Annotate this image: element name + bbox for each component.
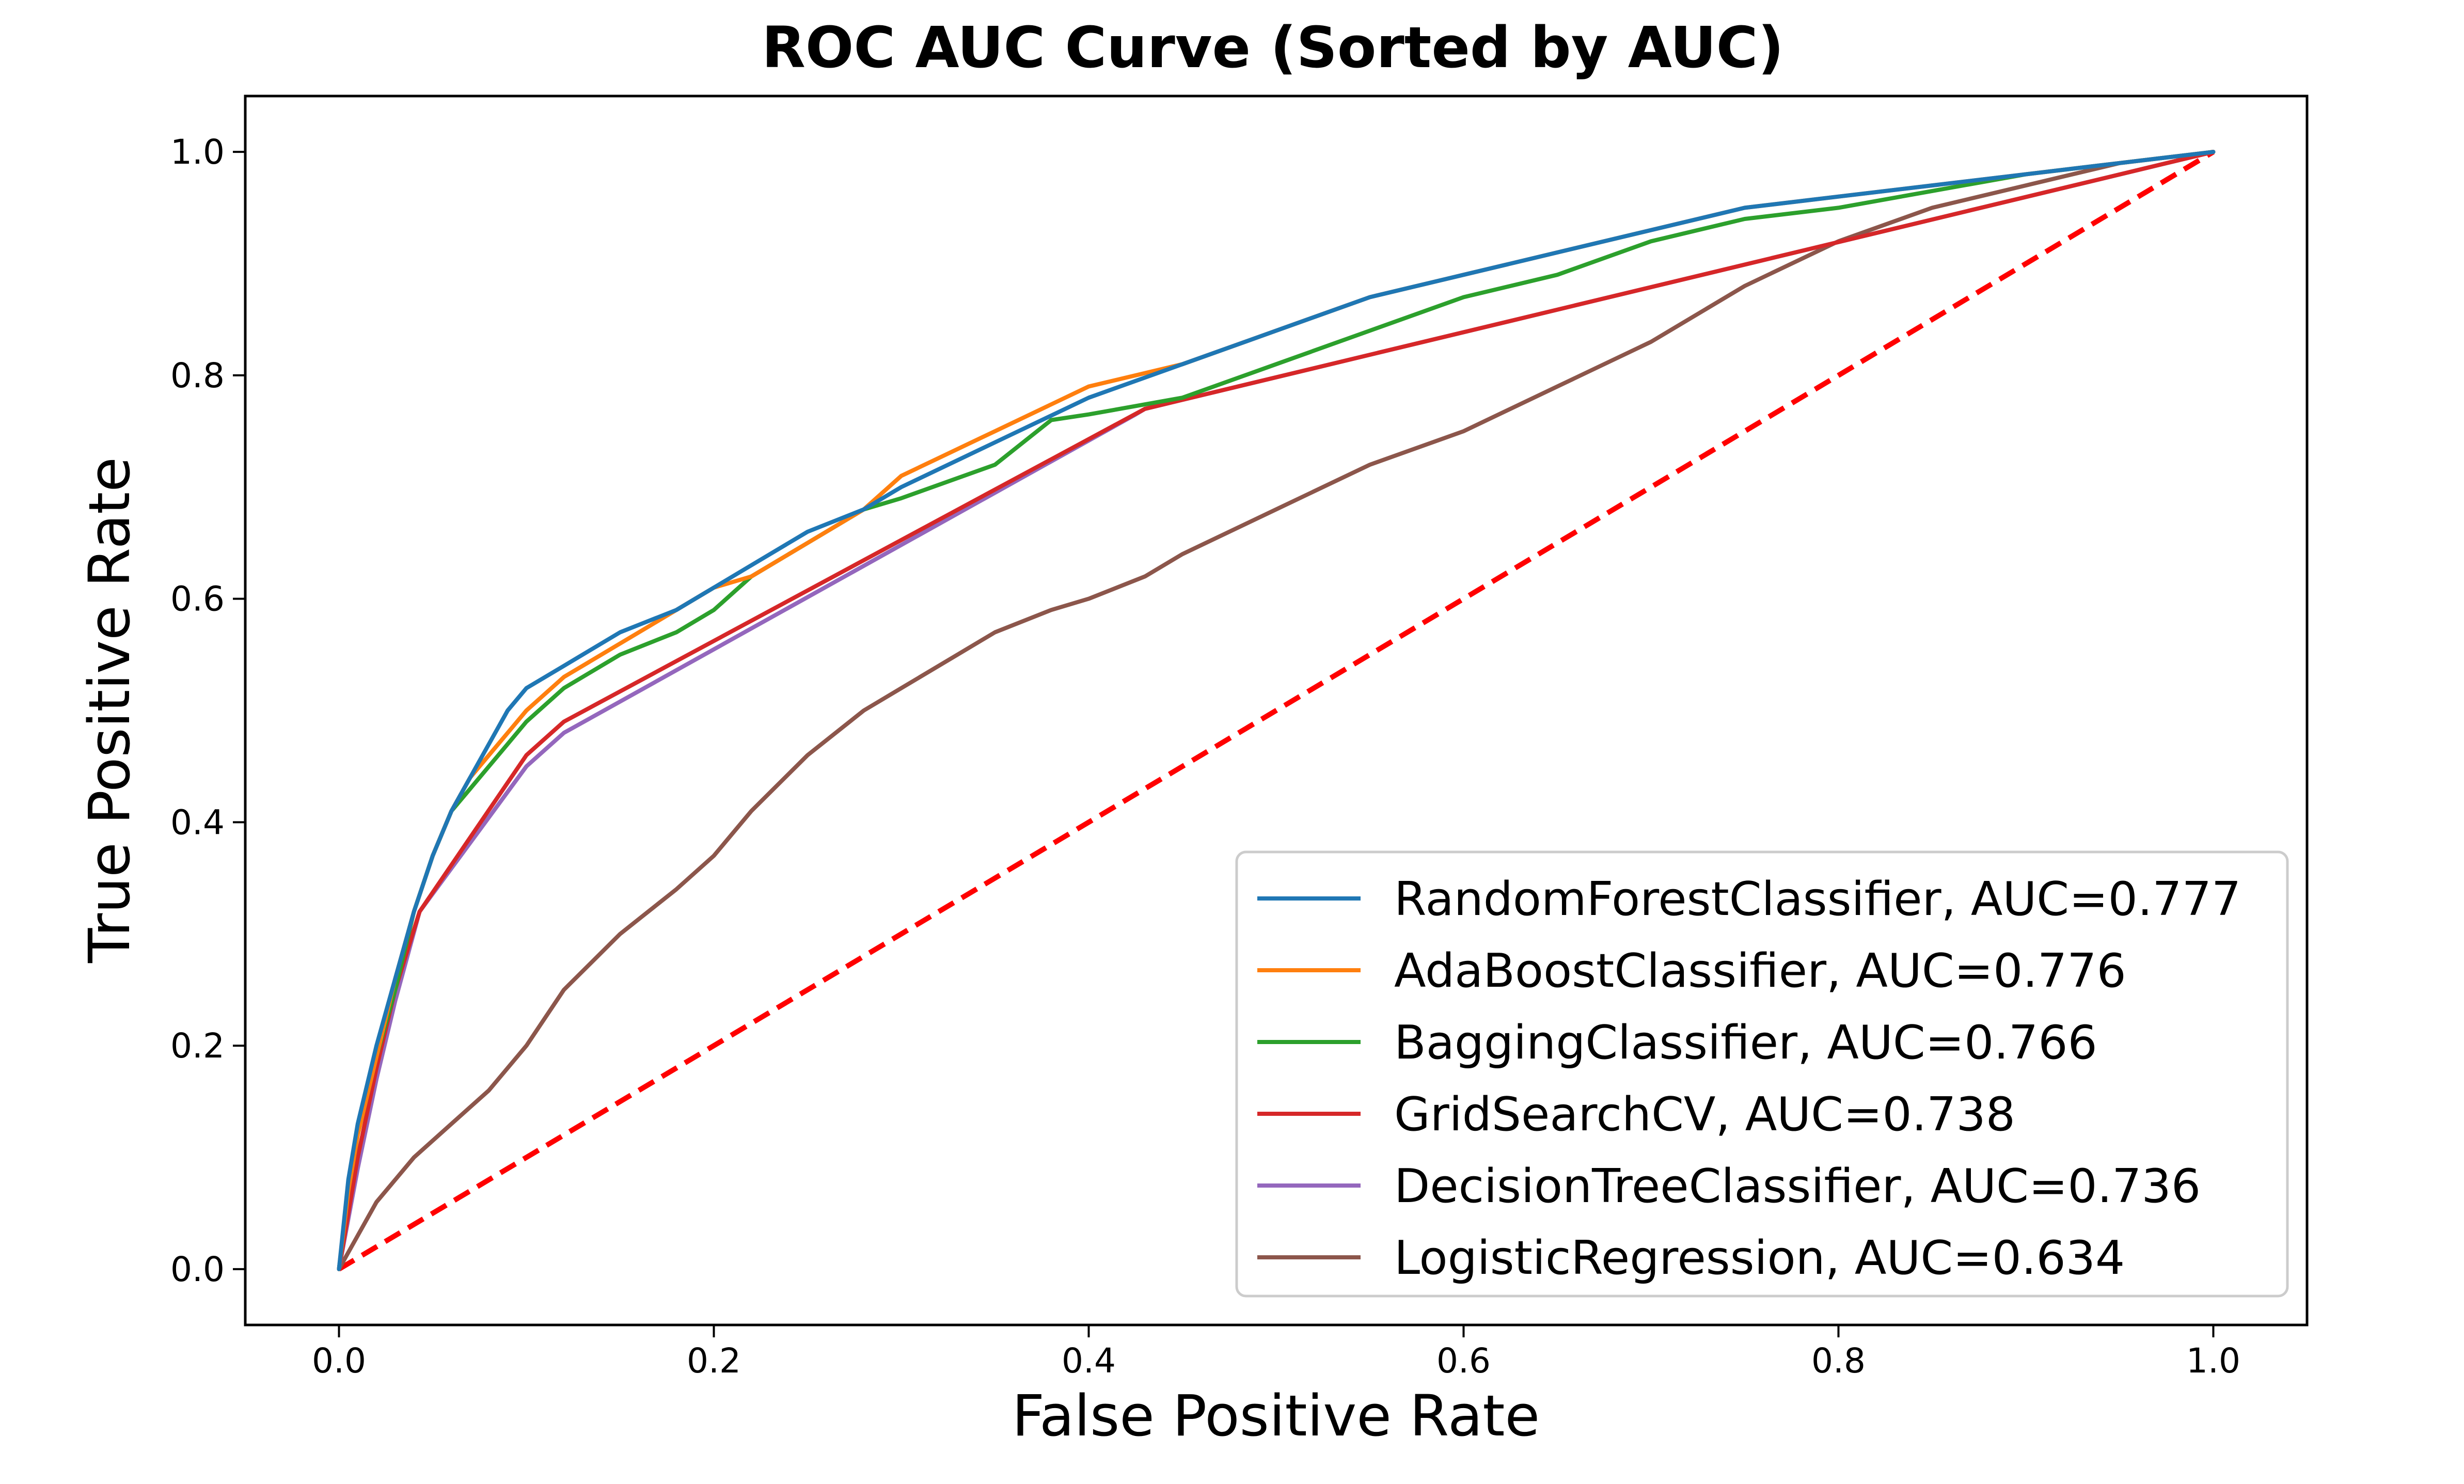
plot-area: 0.0 0.2 0.4 0.6 0.8 1.0 0.0 0.2 0.4 0.6 0.8 1.0 [170, 94, 2309, 1381]
reference-diagonal-line [337, 149, 2215, 1272]
x-tick-label: 0.8 [1811, 1341, 1866, 1381]
legend-label: LogisticRegression, AUC=0.634 [1394, 1231, 2125, 1285]
series-line [337, 150, 2216, 1271]
x-axis-label: False Positive Rate [1012, 1383, 1540, 1449]
legend-items: RandomForestClassifier, AUC=0.777 AdaBoos… [1257, 872, 2241, 1285]
legend-label: GridSearchCV, AUC=0.738 [1394, 1087, 2015, 1142]
legend-label: RandomForestClassifier, AUC=0.777 [1394, 872, 2241, 926]
y-axis-label: True Positive Rate [76, 457, 143, 964]
legend-frame [1235, 850, 2289, 1298]
x-tick-label: 0.6 [1436, 1341, 1491, 1381]
x-tick-label: 0.4 [1062, 1341, 1116, 1381]
y-tick-label: 0.4 [170, 802, 225, 842]
y-tick-label: 0.0 [170, 1250, 225, 1289]
legend-label: DecisionTreeClassifier, AUC=0.736 [1394, 1159, 2201, 1213]
chart-title: ROC AUC Curve (Sorted by AUC) [762, 14, 1784, 81]
y-tick-label: 0.2 [170, 1026, 225, 1066]
series-line [337, 150, 2216, 1271]
x-tick-label: 0.2 [687, 1341, 741, 1381]
plot-frame [244, 94, 2309, 1327]
legend: RandomForestClassifier, AUC=0.777 AdaBoos… [1235, 850, 2289, 1298]
x-tick-label: 0.0 [312, 1341, 366, 1381]
y-tick-label: 0.6 [170, 579, 225, 619]
series-group [337, 149, 2216, 1272]
x-axis-ticks: 0.0 0.2 0.4 0.6 0.8 1.0 [312, 1325, 2240, 1381]
legend-label: BaggingClassifier, AUC=0.766 [1394, 1016, 2097, 1070]
y-tick-label: 1.0 [170, 132, 225, 172]
y-tick-label: 0.8 [170, 356, 225, 396]
legend-label: AdaBoostClassifier, AUC=0.776 [1394, 944, 2126, 998]
y-axis-ticks: 0.0 0.2 0.4 0.6 0.8 1.0 [170, 132, 245, 1289]
series-line [337, 150, 2216, 1271]
x-tick-label: 1.0 [2186, 1341, 2240, 1381]
